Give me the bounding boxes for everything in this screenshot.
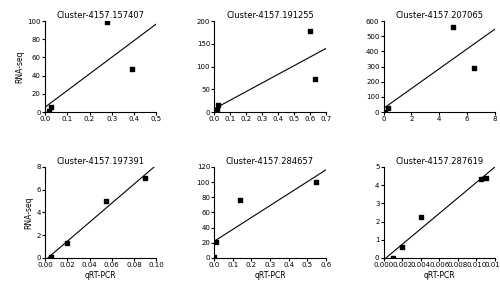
Point	[102, 199, 110, 203]
Point	[389, 256, 397, 260]
Point	[212, 240, 220, 244]
Point	[141, 176, 149, 181]
Title: Cluster-4157.287619: Cluster-4157.287619	[395, 157, 484, 166]
Point	[236, 198, 244, 203]
Point	[46, 254, 54, 259]
Title: Cluster-4157.284657: Cluster-4157.284657	[226, 157, 314, 166]
Point	[470, 66, 478, 70]
Point	[306, 28, 314, 33]
Title: Cluster-4157.207065: Cluster-4157.207065	[396, 11, 484, 20]
Point	[214, 103, 222, 108]
Title: Cluster-4157.157407: Cluster-4157.157407	[56, 11, 144, 20]
Title: Cluster-4157.191255: Cluster-4157.191255	[226, 11, 314, 20]
Point	[398, 245, 406, 250]
Point	[210, 255, 218, 260]
Point	[449, 25, 457, 29]
Point	[312, 76, 320, 81]
Point	[416, 214, 424, 219]
Title: Cluster-4157.197391: Cluster-4157.197391	[56, 157, 144, 166]
Point	[64, 241, 72, 246]
Point	[214, 107, 222, 112]
Point	[477, 176, 485, 181]
Point	[482, 176, 490, 180]
Point	[46, 105, 54, 110]
Point	[381, 110, 389, 115]
Y-axis label: RNA-seq: RNA-seq	[16, 50, 24, 83]
X-axis label: qRT-PCR: qRT-PCR	[85, 271, 116, 280]
Point	[384, 105, 392, 110]
Point	[312, 180, 320, 184]
Point	[46, 109, 54, 114]
Point	[104, 20, 112, 24]
Point	[128, 67, 136, 72]
X-axis label: qRT-PCR: qRT-PCR	[254, 271, 286, 280]
X-axis label: qRT-PCR: qRT-PCR	[424, 271, 455, 280]
Y-axis label: RNA-seq: RNA-seq	[24, 196, 34, 229]
